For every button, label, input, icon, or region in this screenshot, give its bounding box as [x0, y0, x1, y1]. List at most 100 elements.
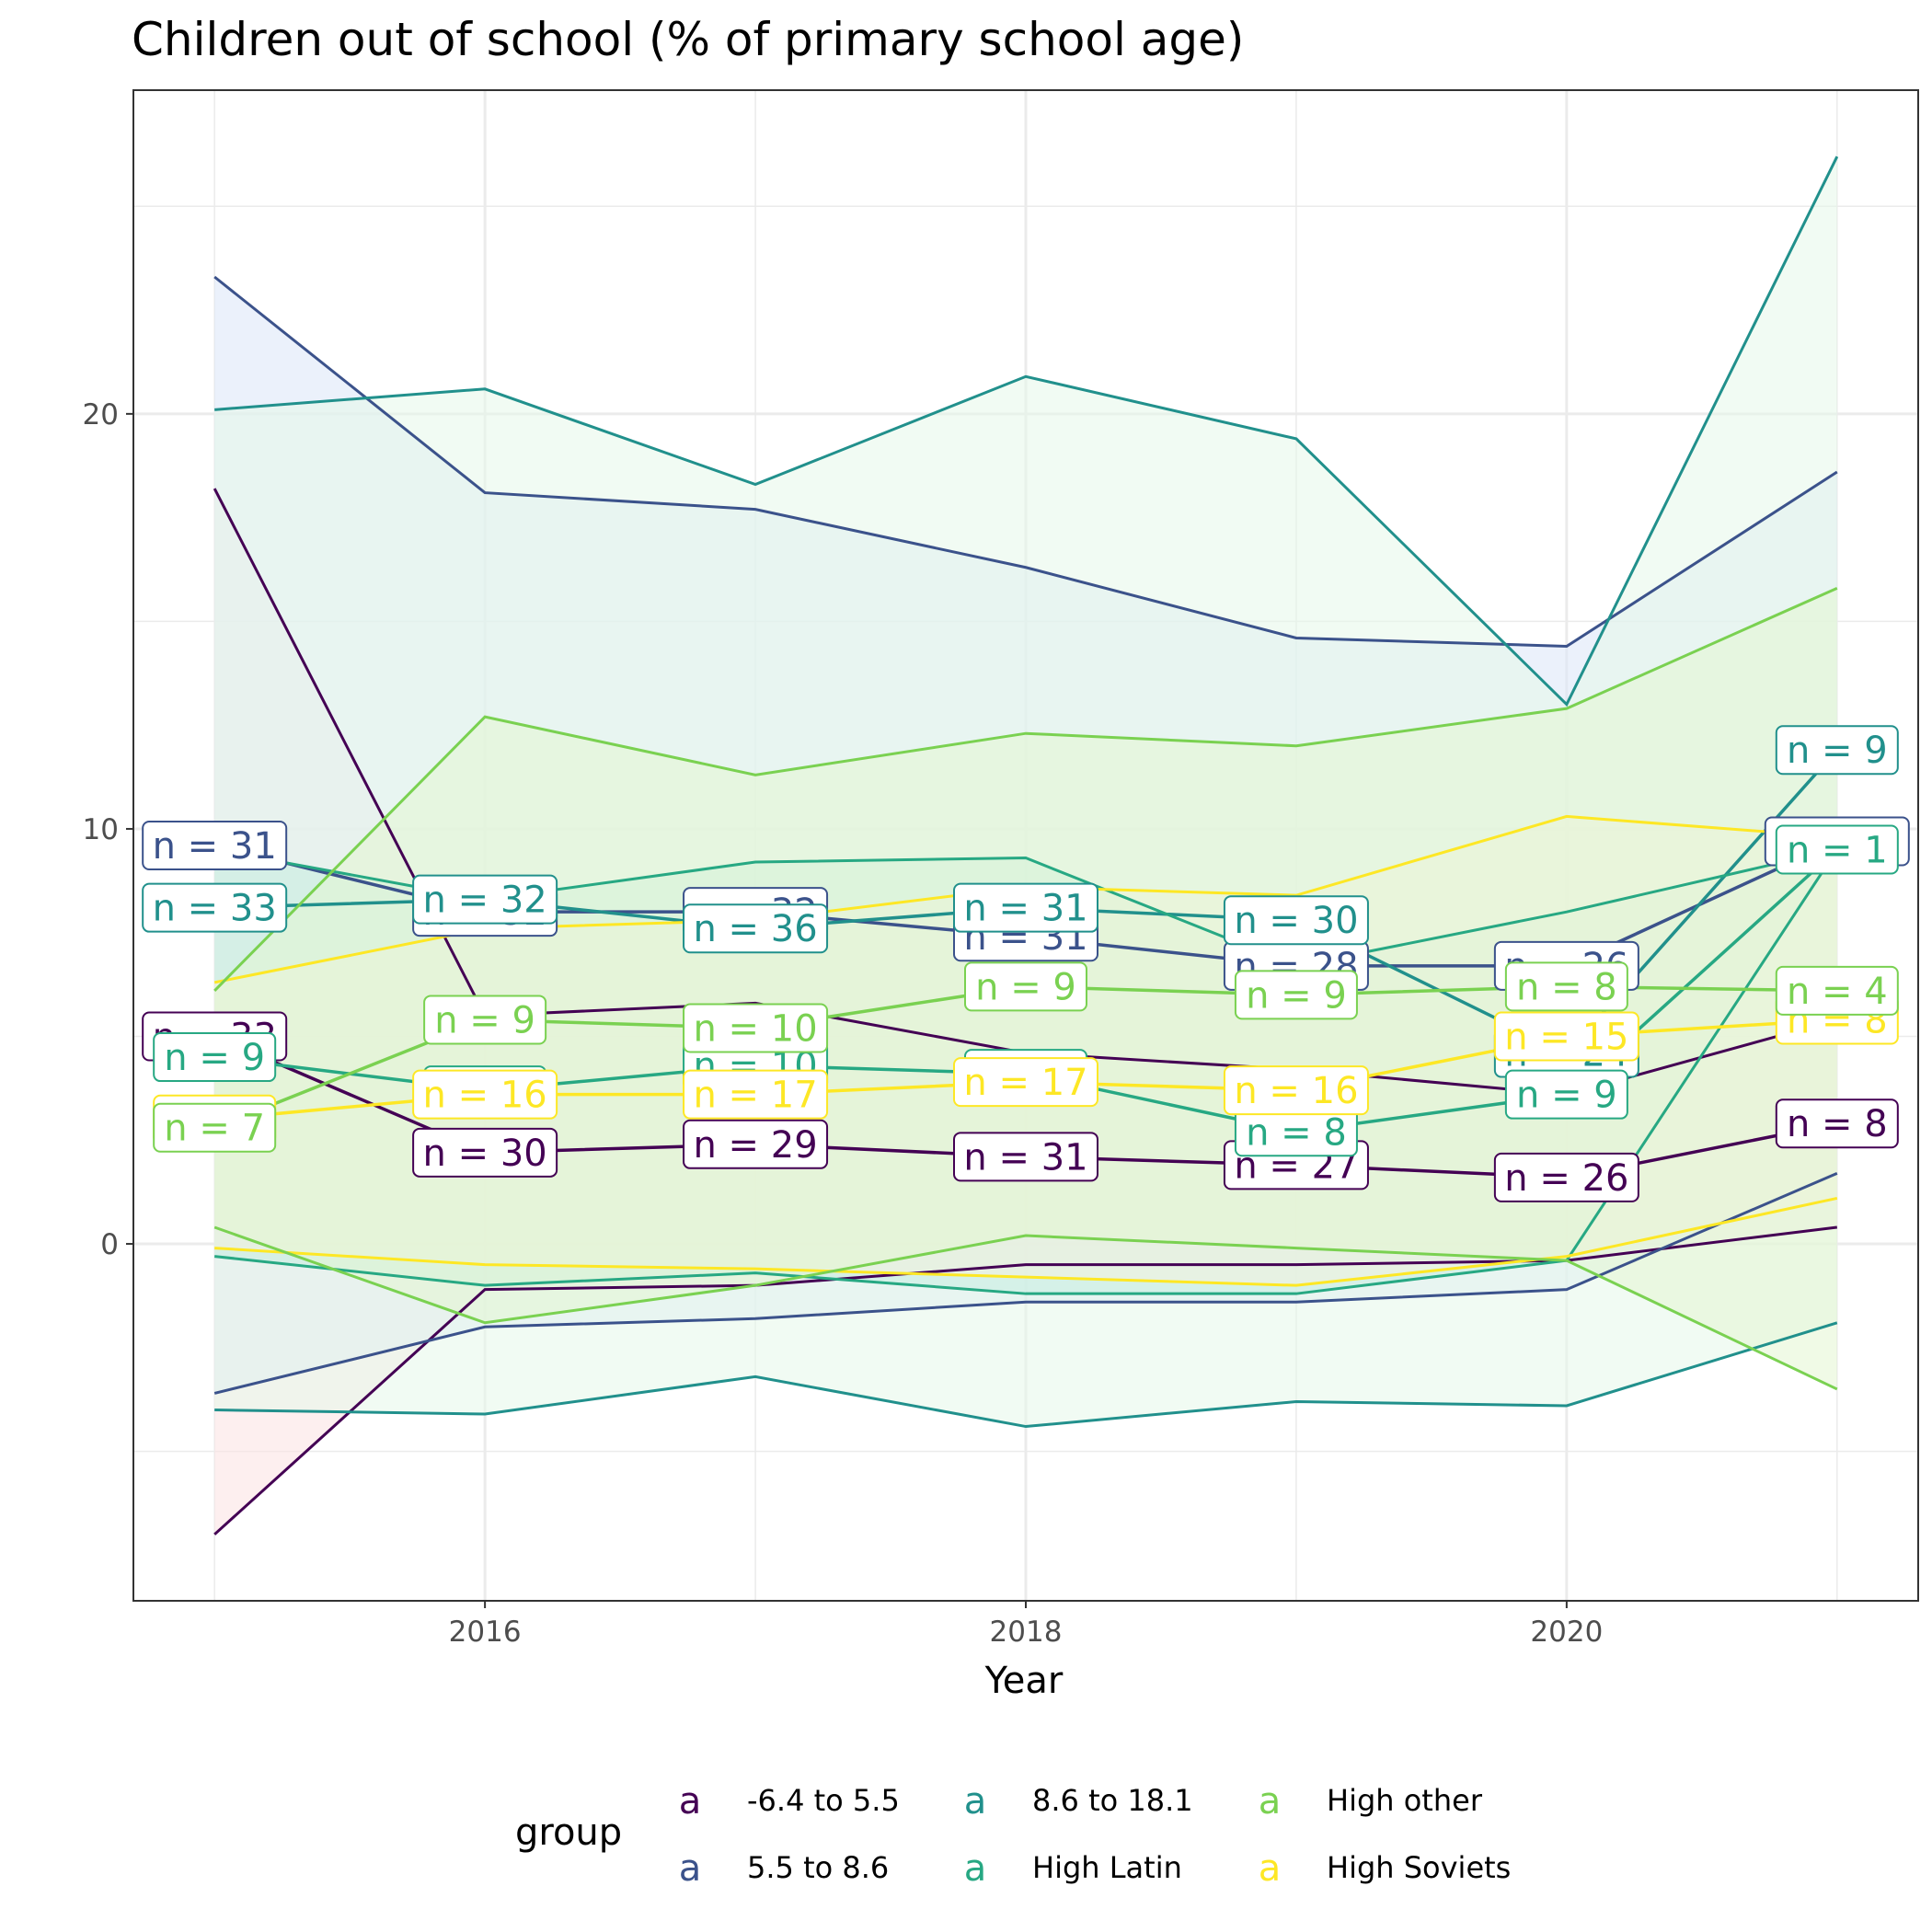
lower-bound-line-5-5-to-8-6	[213, 1171, 1838, 1395]
legend-key: a	[964, 1847, 987, 1890]
data-label: n = 9	[1775, 725, 1899, 776]
legend-entry-label: High Latin	[1032, 1850, 1182, 1885]
data-label: n = 9	[964, 961, 1087, 1012]
legend-key: a	[679, 1847, 702, 1890]
data-label: n = 31	[953, 882, 1098, 933]
data-label: n = 9	[1504, 1069, 1628, 1120]
data-label-box	[1493, 1152, 1639, 1202]
data-label-box	[153, 1102, 277, 1153]
data-label-box	[683, 903, 829, 954]
upper-bound-line-5-5-to-8-6	[213, 275, 1838, 648]
data-label: n = 32	[412, 874, 558, 925]
legend-key: a	[1259, 1847, 1282, 1890]
data-label-box	[683, 1119, 829, 1169]
lower-bound-line-high-soviets	[214, 1196, 1838, 1287]
data-label-box	[423, 995, 547, 1045]
legend-entry-label: 5.5 to 8.6	[747, 1850, 889, 1885]
data-label-box	[964, 961, 1087, 1012]
data-labels: n = 33n = 30n = 29n = 31n = 27n = 26n = …	[142, 725, 1910, 1202]
data-label-box	[953, 1057, 1098, 1108]
data-label-box	[1504, 1069, 1628, 1120]
data-label-box	[153, 1032, 277, 1083]
y-tick-label: 10	[83, 813, 119, 846]
data-label: n = 7	[153, 1102, 277, 1153]
data-label: n = 9	[1234, 970, 1358, 1020]
data-label: n = 16	[412, 1069, 558, 1120]
data-label: n = 1	[1775, 824, 1899, 875]
data-label-text: n = 36	[693, 908, 817, 950]
legend-key: a	[964, 1780, 987, 1823]
lower-bound-line-8-6-to-18-1	[214, 1321, 1838, 1429]
data-label-box	[953, 882, 1098, 933]
data-label: n = 9	[423, 995, 547, 1045]
data-label-text: n = 9	[1516, 1075, 1617, 1117]
data-label: n = 36	[683, 903, 829, 954]
data-label: n = 29	[683, 1119, 829, 1169]
data-label-text: n = 4	[1787, 971, 1888, 1013]
data-label-box	[142, 821, 288, 870]
data-label-box	[412, 874, 558, 925]
data-label-text: n = 8	[1516, 966, 1617, 1008]
data-label-text: n = 16	[423, 1075, 547, 1117]
data-label-text: n = 9	[164, 1037, 265, 1079]
legend-key: a	[679, 1780, 702, 1823]
data-label: n = 30	[412, 1127, 558, 1178]
upper-bound-line-8-6-to-18-1	[214, 155, 1839, 707]
data-label: n = 17	[953, 1057, 1098, 1108]
data-label-box	[142, 882, 288, 933]
data-label-text: n = 32	[423, 880, 547, 922]
data-label-text: n = 9	[434, 999, 535, 1041]
data-label-text: n = 15	[1504, 1017, 1628, 1059]
data-label-text: n = 31	[963, 1136, 1087, 1179]
data-label-box	[1223, 895, 1369, 946]
data-label-box	[1234, 970, 1358, 1020]
data-label: n = 17	[683, 1069, 829, 1120]
x-tick-label: 2016	[449, 1616, 522, 1649]
data-label-text: n = 1	[1787, 830, 1888, 872]
data-label-text: n = 10	[693, 1007, 817, 1050]
data-label-text: n = 9	[975, 966, 1076, 1008]
data-label: n = 16	[1223, 1065, 1369, 1116]
x-axis-label: Year	[984, 1660, 1064, 1702]
data-label-box	[1223, 1065, 1369, 1116]
legend: group a -6.4 to 5.5 a 5.5 to 8.6 a 8.6 to 18.…	[515, 1780, 1511, 1890]
data-label-box	[1775, 1098, 1899, 1149]
data-label: n = 4	[1775, 965, 1899, 1016]
data-label-box	[953, 1132, 1098, 1182]
data-label-text: n = 30	[1234, 900, 1358, 942]
legend-entry-label: High other	[1327, 1783, 1483, 1818]
data-label-box	[683, 1069, 829, 1120]
legend-title: group	[515, 1811, 622, 1854]
x-tick-label: 2018	[990, 1616, 1063, 1649]
data-label-text: n = 9	[1246, 974, 1347, 1017]
data-label-box	[1775, 965, 1899, 1016]
data-label-box	[683, 1003, 829, 1053]
data-label: n = 31	[142, 821, 288, 870]
data-label: n = 15	[1493, 1011, 1639, 1062]
data-label: n = 30	[1223, 895, 1369, 946]
data-label-text: n = 17	[693, 1075, 817, 1117]
upper-bound-line-high-other	[213, 586, 1838, 992]
data-label-text: n = 16	[1234, 1070, 1358, 1112]
data-label-box	[1493, 1011, 1639, 1062]
data-label-text: n = 30	[423, 1133, 547, 1175]
data-label: n = 9	[153, 1032, 277, 1083]
legend-entry-label: High Soviets	[1327, 1850, 1511, 1885]
data-label-text: n = 9	[1787, 730, 1888, 772]
data-label: n = 26	[1493, 1152, 1639, 1202]
data-label-text: n = 29	[693, 1124, 817, 1167]
data-label-box	[1504, 961, 1628, 1012]
data-label: n = 33	[142, 882, 288, 933]
legend-key: a	[1259, 1780, 1282, 1823]
data-label-box	[1775, 725, 1899, 776]
data-label-text: n = 31	[963, 888, 1087, 930]
chart-title: Children out of school (% of primary sch…	[132, 13, 1244, 66]
data-label-box	[412, 1127, 558, 1178]
x-tick-label: 2020	[1530, 1616, 1603, 1649]
data-label-box	[1775, 824, 1899, 875]
y-tick-label: 0	[100, 1228, 119, 1261]
data-label-text: n = 7	[164, 1108, 265, 1150]
data-label-box	[412, 1069, 558, 1120]
legend-entry-label: -6.4 to 5.5	[747, 1783, 900, 1818]
data-label-text: n = 8	[1787, 1103, 1888, 1145]
